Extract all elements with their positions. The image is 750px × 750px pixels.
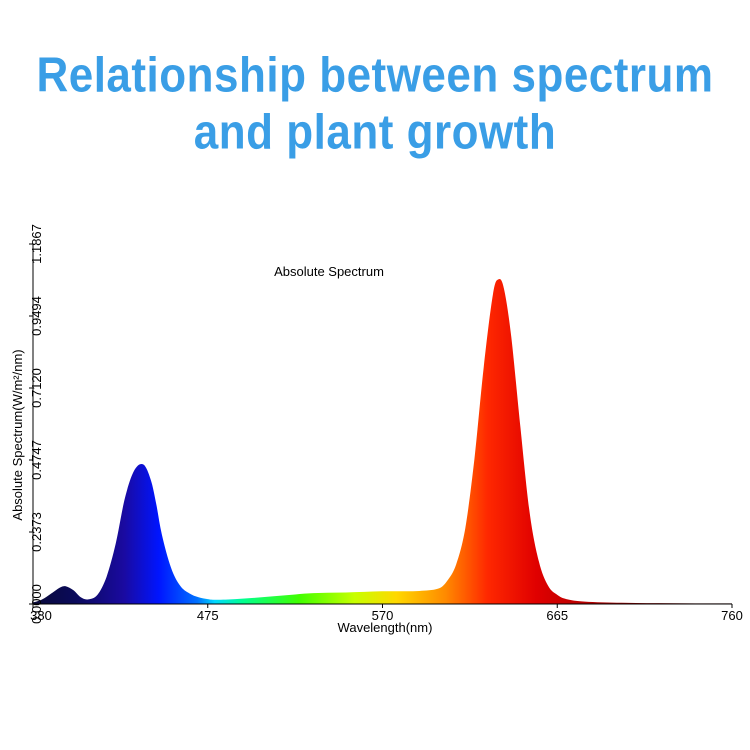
y-tick-label: 0.4747 xyxy=(29,440,44,480)
x-tick-label: 665 xyxy=(546,608,568,623)
y-axis-ticks: 0.0000 0.2373 0.4747 0.7120 0.9494 1.1867 xyxy=(29,224,44,624)
x-tick-label: 380 xyxy=(30,608,52,623)
chart-title: Absolute Spectrum xyxy=(274,264,384,279)
y-tick-label: 0.9494 xyxy=(29,296,44,336)
x-tick-label: 760 xyxy=(721,608,743,623)
x-axis-label: Wavelength(nm) xyxy=(338,620,433,635)
y-tick-label: 1.1867 xyxy=(29,224,44,264)
y-tick-label: 0.7120 xyxy=(29,368,44,408)
x-tick-label: 475 xyxy=(197,608,219,623)
y-axis-label: Absolute Spectrum(W/m²/nm) xyxy=(10,349,25,520)
headline-line-2: and plant growth xyxy=(193,105,557,160)
spectrum-area xyxy=(33,279,732,604)
x-axis-ticks: 380 475 570 665 760 xyxy=(30,604,743,623)
x-tick-label: 570 xyxy=(372,608,394,623)
headline-line-1: Relationship between spectrum xyxy=(36,48,714,103)
y-tick-label: 0.0000 xyxy=(29,584,44,624)
y-tick-label: 0.2373 xyxy=(29,512,44,552)
